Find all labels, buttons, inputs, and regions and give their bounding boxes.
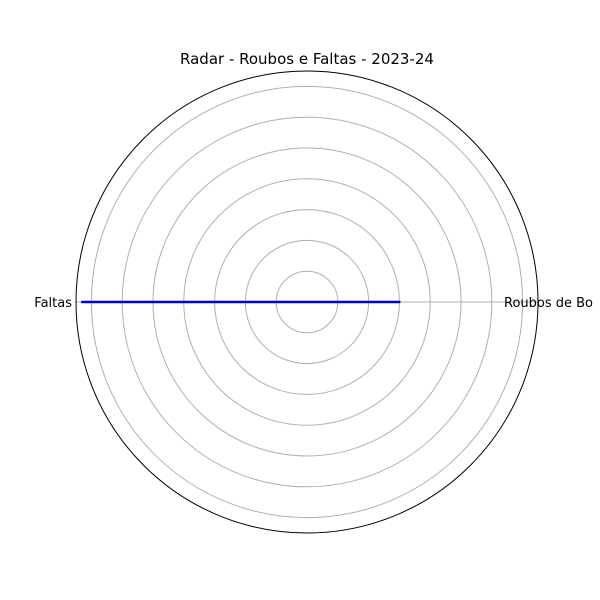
polar-frame — [75, 70, 539, 534]
category-labels: Roubos de Bo Faltas — [34, 296, 593, 311]
chart-title: Radar - Roubos e Faltas - 2023-24 — [180, 50, 434, 68]
category-label-1: Roubos de Bo — [504, 296, 593, 311]
category-label-2: Faltas — [34, 296, 72, 311]
